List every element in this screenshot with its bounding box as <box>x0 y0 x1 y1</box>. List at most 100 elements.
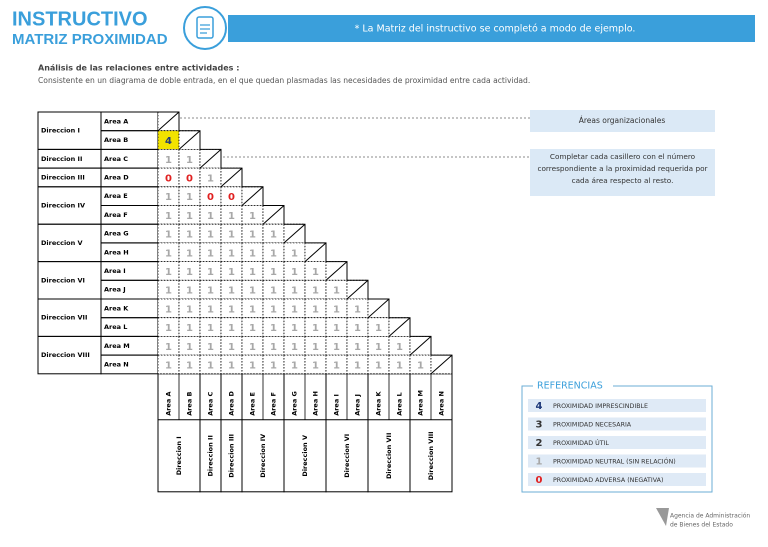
matrix-value: 1 <box>270 342 277 353</box>
matrix-value: 1 <box>186 286 193 297</box>
matrix-value: 1 <box>165 192 172 203</box>
area-label: Area C <box>207 392 215 416</box>
matrix-value: 1 <box>249 248 256 259</box>
direction-label: Direccion VII <box>41 314 87 322</box>
matrix-value: 1 <box>165 267 172 278</box>
diagonal-line <box>304 242 327 262</box>
matrix-value: 1 <box>249 230 256 241</box>
matrix-value: 1 <box>291 360 298 371</box>
matrix-value: 1 <box>312 360 319 371</box>
reference-row <box>528 454 706 468</box>
reference-value: 3 <box>536 420 543 431</box>
direction-label: Direccion VIII <box>41 351 90 359</box>
matrix-value: 1 <box>207 211 214 222</box>
matrix-value: 1 <box>291 286 298 297</box>
matrix-value: 1 <box>291 342 298 353</box>
matrix-value: 1 <box>291 304 298 315</box>
reference-value: 4 <box>536 401 543 412</box>
matrix-value: 1 <box>312 342 319 353</box>
matrix-value: 1 <box>375 323 382 334</box>
direction-label: Direccion IV <box>259 434 267 478</box>
area-label: Area G <box>291 391 299 416</box>
matrix-value: 1 <box>165 323 172 334</box>
diagonal-line <box>409 336 432 356</box>
diagonal-line <box>325 261 348 281</box>
matrix-value: 1 <box>228 323 235 334</box>
diagonal-line <box>388 317 411 337</box>
matrix-value: 1 <box>417 360 424 371</box>
area-label: Area L <box>104 323 127 331</box>
area-label: Area F <box>270 392 278 416</box>
matrix-value: 1 <box>228 304 235 315</box>
diagonal-line <box>199 149 222 169</box>
direction-label: Direccion I <box>41 127 80 135</box>
area-label: Area L <box>396 392 404 415</box>
matrix-value: 1 <box>291 267 298 278</box>
logo <box>656 508 669 526</box>
references-box <box>521 385 713 493</box>
matrix-value: 1 <box>186 267 193 278</box>
matrix-value: 1 <box>186 304 193 315</box>
intro-heading: Análisis de las relaciones entre activid… <box>38 64 239 73</box>
matrix-value: 1 <box>165 211 172 222</box>
matrix-value: 1 <box>165 286 172 297</box>
reference-label: PROXIMIDAD NEUTRAL (SIN RELACIÓN) <box>553 457 676 466</box>
matrix-value: 1 <box>207 342 214 353</box>
matrix-value: 1 <box>207 173 214 184</box>
matrix-value: 1 <box>165 155 172 166</box>
matrix-value: 1 <box>186 155 193 166</box>
matrix-value: 1 <box>186 192 193 203</box>
matrix-value: 1 <box>249 360 256 371</box>
area-label: Area J <box>104 286 126 294</box>
area-label: Area E <box>249 392 257 416</box>
matrix-value: 1 <box>186 211 193 222</box>
callout-box <box>530 110 715 132</box>
matrix-value: 1 <box>291 248 298 259</box>
matrix-value: 1 <box>207 230 214 241</box>
diagonal-line <box>220 167 243 188</box>
matrix-value: 1 <box>165 360 172 371</box>
intro-text: Consistente en un diagrama de doble entr… <box>38 76 530 85</box>
matrix-value: 0 <box>207 192 214 203</box>
matrix-value: 1 <box>270 304 277 315</box>
note: * La Matriz del instructivo se completó … <box>355 24 636 35</box>
matrix-value: 1 <box>333 304 340 315</box>
matrix-value: 1 <box>249 323 256 334</box>
area-label: Area N <box>104 360 129 368</box>
matrix-value: 1 <box>312 304 319 315</box>
matrix-value: 1 <box>165 342 172 353</box>
matrix-value: 1 <box>270 230 277 241</box>
reference-value: 0 <box>536 475 543 486</box>
matrix-value: 1 <box>165 230 172 241</box>
matrix-value: 1 <box>207 323 214 334</box>
matrix-value: 1 <box>354 304 361 315</box>
footer-line: Agencia de Administración <box>670 513 750 520</box>
reference-label: PROXIMIDAD ADVERSA (NEGATIVA) <box>553 477 663 484</box>
matrix-value: 1 <box>312 267 319 278</box>
matrix-value: 1 <box>228 286 235 297</box>
matrix-value: 1 <box>375 342 382 353</box>
icon-clipboard <box>196 16 214 39</box>
matrix-value: 1 <box>207 286 214 297</box>
area-label: Area D <box>104 173 129 181</box>
matrix-value: 1 <box>207 248 214 259</box>
area-label: Area A <box>104 117 128 125</box>
matrix-value: 1 <box>270 323 277 334</box>
subtitle: MATRIZ PROXIMIDAD <box>12 31 168 48</box>
area-label: Area E <box>104 192 128 200</box>
matrix-value: 1 <box>228 360 235 371</box>
callout-wrap: Completar cada casillero con el número c… <box>537 152 707 185</box>
matrix-value: 1 <box>354 342 361 353</box>
matrix-value: 1 <box>333 360 340 371</box>
matrix-value: 1 <box>165 304 172 315</box>
icon <box>183 6 227 50</box>
reference-row <box>528 399 706 412</box>
matrix-value: 1 <box>270 248 277 259</box>
reference-row <box>528 436 706 449</box>
direction-label: Direccion III <box>228 434 236 478</box>
matrix-value: 1 <box>228 342 235 353</box>
reference-value: 2 <box>536 438 543 449</box>
direction-label: Direccion III <box>41 173 85 181</box>
